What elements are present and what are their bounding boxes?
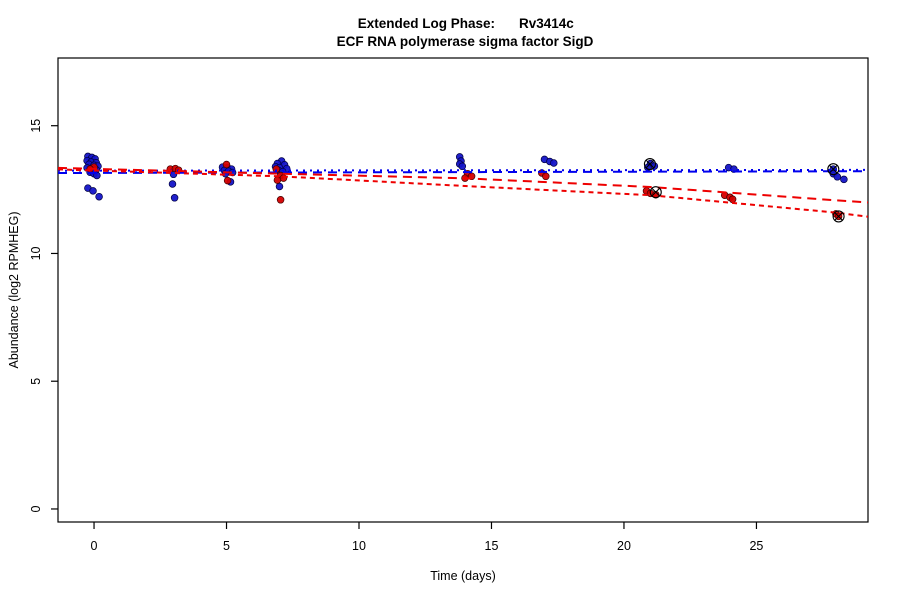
outlier-marker [649,186,662,199]
y-axis-label: Abundance (log2 RPMHEG) [7,211,21,368]
outlier-marker [832,210,845,223]
outlier-cross [834,212,843,221]
y-tick-label: 10 [29,246,43,260]
chart-title-gene: Rv3414c [519,16,574,31]
x-tick-label: 25 [749,539,763,553]
red-dashed-upper-trend-line [57,166,869,204]
red-data-point [542,172,550,181]
outlier-markers [643,157,845,223]
outlier-marker [643,157,656,171]
outlier-cross [645,159,655,169]
blue-data-point [458,162,467,171]
blue-data-point [168,180,177,188]
axis-tick-labels: 0 5 10 15 20 25 0 5 10 15 [29,119,763,553]
outlier-circle [832,210,845,223]
blue-data-point [550,159,558,167]
red-data-point [223,176,232,185]
outlier-cross [651,187,661,197]
x-tick-label: 5 [223,539,230,553]
x-tick-label: 10 [352,539,366,553]
outlier-cross [829,164,838,174]
chart-title-prefix: Extended Log Phase: [358,16,495,31]
blue-data-point [840,175,848,184]
x-axis-label: Time (days) [430,569,496,583]
blue-data-point [275,182,284,191]
red-data-point [728,195,737,204]
red-data-point [222,160,231,169]
chart-subtitle: ECF RNA polymerase sigma factor SigD [337,34,594,49]
blue-data-point [89,187,97,195]
x-tick-label: 20 [617,539,631,553]
x-tick-label: 0 [91,539,98,553]
plot-area-border [57,57,869,523]
axis-ticks [51,125,758,529]
y-tick-label: 5 [29,378,43,385]
outlier-circle [643,157,656,171]
outlier-circle [827,163,840,176]
blue-data-point [170,194,179,202]
y-tick-label: 15 [29,119,43,133]
blue-data-point [95,192,103,201]
x-tick-label: 15 [485,539,499,553]
red-data-point [276,196,285,204]
y-tick-label: 0 [29,505,43,512]
outlier-marker [827,163,840,176]
red-data-point [273,176,282,184]
outlier-circle [649,186,662,199]
